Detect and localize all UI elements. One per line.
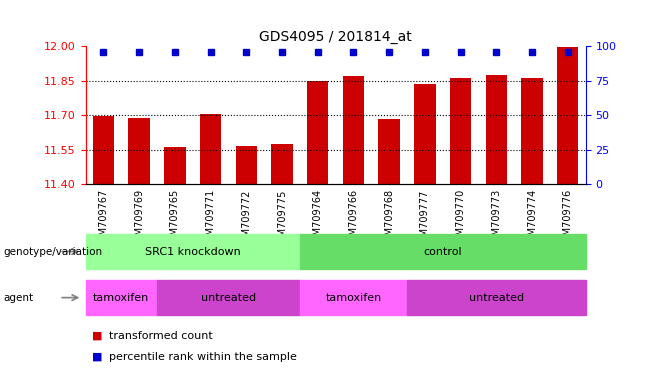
Text: untreated: untreated (468, 293, 524, 303)
Bar (414, 84, 436, 184)
Text: tamoxifen: tamoxifen (325, 293, 382, 303)
Text: ■: ■ (92, 352, 103, 362)
Bar (486, 75, 507, 184)
Text: tamoxifen: tamoxifen (93, 293, 149, 303)
Bar (236, 146, 257, 184)
Bar (93, 116, 114, 184)
Bar (343, 76, 364, 184)
Text: transformed count: transformed count (109, 331, 213, 341)
Text: ■: ■ (92, 331, 103, 341)
Text: SRC1 knockdown: SRC1 knockdown (145, 247, 241, 257)
Bar (521, 78, 543, 184)
Title: GDS4095 / 201814_at: GDS4095 / 201814_at (259, 30, 412, 44)
Text: agent: agent (3, 293, 34, 303)
Text: genotype/variation: genotype/variation (3, 247, 103, 257)
Text: control: control (424, 247, 462, 257)
Bar (200, 114, 221, 184)
Bar (450, 78, 471, 184)
Bar (271, 144, 293, 184)
Bar (378, 119, 400, 184)
Bar (557, 47, 578, 184)
Bar (307, 81, 328, 184)
Bar (164, 147, 186, 184)
Bar (128, 118, 150, 184)
Text: untreated: untreated (201, 293, 256, 303)
Text: percentile rank within the sample: percentile rank within the sample (109, 352, 297, 362)
